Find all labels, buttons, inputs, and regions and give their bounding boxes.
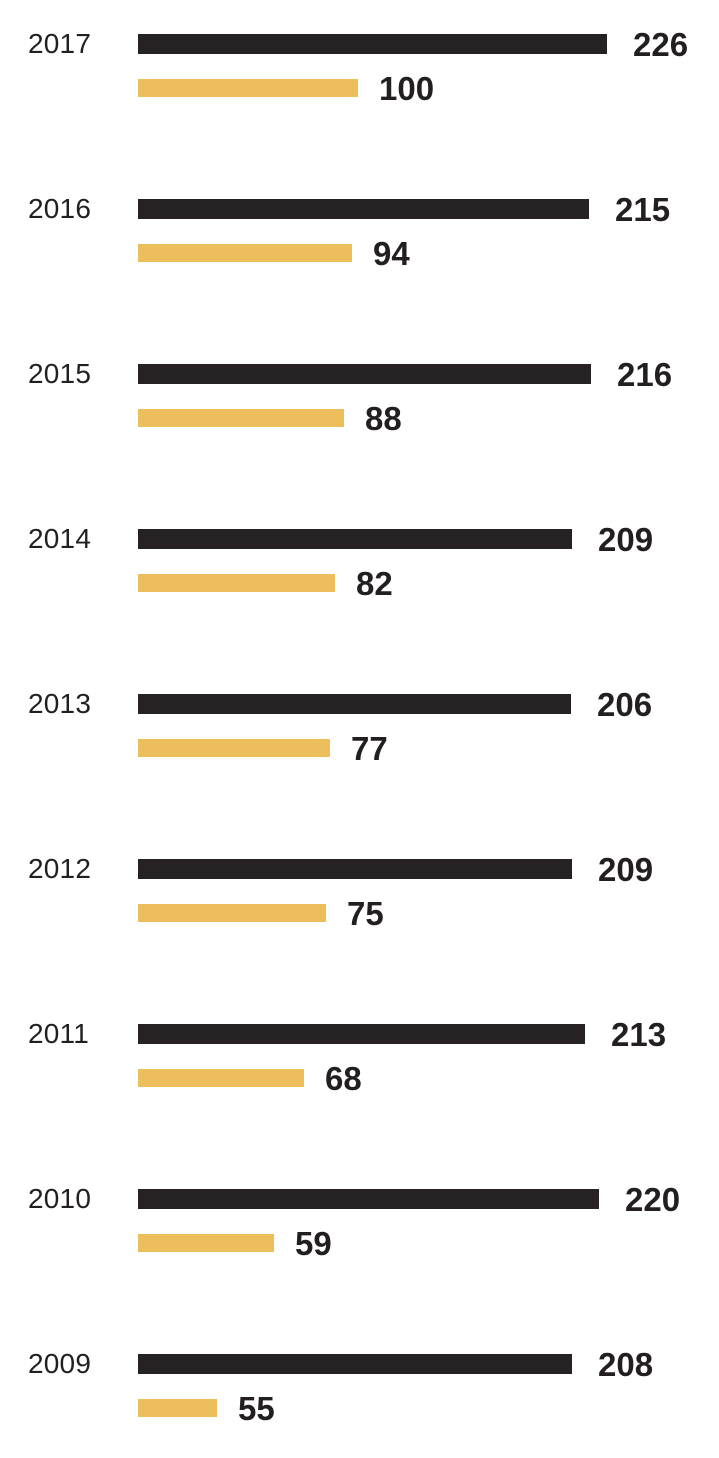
- dark-value-label: 220: [625, 1180, 681, 1218]
- gold-bar: [138, 1234, 274, 1252]
- dark-bar-row: 215: [138, 193, 670, 226]
- year-label: 2010: [28, 1183, 92, 1214]
- dark-bar-row: 220: [138, 1183, 680, 1216]
- dark-value-label: 208: [598, 1345, 654, 1383]
- gold-bar: [138, 904, 326, 922]
- gold-bar-row: 75: [138, 897, 384, 930]
- dark-bar: [138, 529, 572, 549]
- gold-value-label: 68: [325, 1059, 362, 1097]
- year-label: 2013: [28, 688, 92, 719]
- year-group: 2012 209 75: [0, 853, 719, 969]
- year-group: 2016 215 94: [0, 193, 719, 309]
- dark-bar-row: 226: [138, 28, 688, 61]
- dark-value-label: 213: [611, 1015, 667, 1053]
- dark-bar: [138, 199, 589, 219]
- year-label: 2014: [28, 523, 92, 554]
- dark-bar-row: 209: [138, 853, 653, 886]
- year-label: 2009: [28, 1348, 92, 1379]
- gold-bar-row: 59: [138, 1227, 332, 1260]
- dark-bar: [138, 1024, 585, 1044]
- gold-value-label: 100: [379, 69, 435, 107]
- year-label: 2016: [28, 193, 92, 224]
- dark-value-label: 215: [615, 190, 671, 228]
- gold-value-label: 59: [295, 1224, 332, 1262]
- dark-value-label: 209: [598, 850, 654, 888]
- dark-bar-row: 208: [138, 1348, 653, 1381]
- year-group: 2009 208 55: [0, 1348, 719, 1458]
- year-group: 2010 220 59: [0, 1183, 719, 1299]
- gold-bar-row: 88: [138, 402, 402, 435]
- gold-bar: [138, 409, 344, 427]
- gold-bar-row: 100: [138, 72, 434, 105]
- year-label: 2017: [28, 28, 92, 59]
- gold-bar-row: 82: [138, 567, 393, 600]
- gold-value-label: 82: [356, 564, 393, 602]
- year-group: 2017 226 100: [0, 28, 719, 144]
- dark-bar-row: 216: [138, 358, 672, 391]
- gold-bar: [138, 1069, 304, 1087]
- gold-value-label: 88: [365, 399, 402, 437]
- gold-bar: [138, 574, 335, 592]
- gold-bar-row: 94: [138, 237, 410, 270]
- gold-value-label: 77: [351, 729, 388, 767]
- dark-value-label: 206: [597, 685, 653, 723]
- dark-bar: [138, 34, 607, 54]
- dark-value-label: 226: [633, 25, 689, 63]
- dark-bar: [138, 1189, 599, 1209]
- year-label: 2012: [28, 853, 92, 884]
- gold-bar: [138, 1399, 217, 1417]
- gold-value-label: 55: [238, 1389, 275, 1427]
- year-label: 2015: [28, 358, 92, 389]
- dark-bar-row: 213: [138, 1018, 666, 1051]
- gold-bar: [138, 244, 352, 262]
- year-group: 2014 209 82: [0, 523, 719, 639]
- year-group: 2015 216 88: [0, 358, 719, 474]
- gold-bar-row: 77: [138, 732, 388, 765]
- gold-value-label: 75: [347, 894, 384, 932]
- gold-bar-row: 68: [138, 1062, 362, 1095]
- dark-bar: [138, 364, 591, 384]
- dark-bar: [138, 859, 572, 879]
- gold-value-label: 94: [373, 234, 410, 272]
- dark-bar: [138, 1354, 572, 1374]
- dark-value-label: 216: [617, 355, 673, 393]
- year-group: 2011 213 68: [0, 1018, 719, 1134]
- gold-bar-row: 55: [138, 1392, 275, 1425]
- gold-bar: [138, 79, 358, 97]
- dark-bar: [138, 694, 571, 714]
- year-group: 2013 206 77: [0, 688, 719, 804]
- dark-bar-row: 209: [138, 523, 653, 556]
- dark-bar-row: 206: [138, 688, 652, 721]
- dark-value-label: 209: [598, 520, 654, 558]
- gold-bar: [138, 739, 330, 757]
- year-label: 2011: [28, 1018, 90, 1049]
